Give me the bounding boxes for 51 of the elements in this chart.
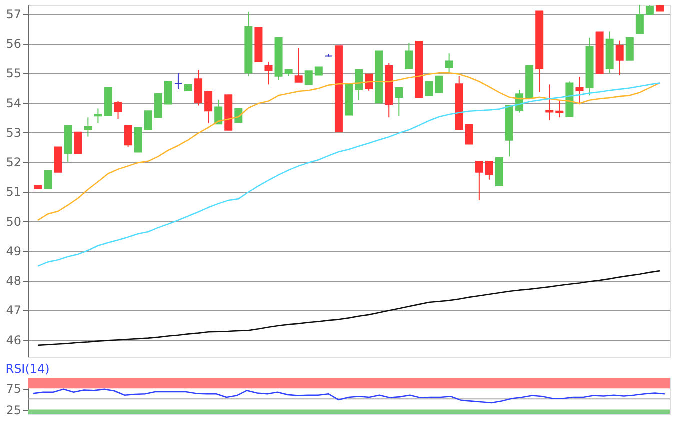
candlestick bbox=[204, 91, 213, 124]
candlestick bbox=[425, 81, 434, 96]
line-series bbox=[37, 82, 661, 267]
candlestick bbox=[365, 74, 374, 92]
line-series bbox=[37, 270, 661, 346]
y-tick-label: 49 bbox=[6, 244, 22, 258]
candlestick bbox=[465, 124, 474, 145]
candlestick bbox=[646, 4, 654, 15]
candlestick bbox=[294, 47, 303, 83]
y-tick-label: 54 bbox=[6, 96, 22, 110]
y-tick-label: 46 bbox=[6, 333, 22, 348]
candlestick bbox=[304, 70, 313, 86]
y-tick-label: 56 bbox=[6, 37, 22, 52]
candlestick bbox=[164, 80, 172, 105]
candlestick bbox=[214, 99, 223, 125]
candlestick bbox=[405, 42, 414, 70]
candlestick bbox=[475, 160, 484, 202]
candlestick bbox=[94, 108, 102, 124]
candlestick bbox=[355, 69, 364, 101]
y-tick-label: 48 bbox=[6, 274, 22, 288]
candlestick bbox=[194, 70, 203, 106]
y-tick-label: 47 bbox=[6, 304, 22, 318]
chart-title: RSI(14) bbox=[6, 362, 50, 376]
candlestick bbox=[174, 72, 182, 90]
y-tick-label: 75 bbox=[6, 382, 22, 396]
candlestick bbox=[124, 125, 132, 148]
candlestick bbox=[84, 117, 92, 138]
candlestick bbox=[616, 40, 624, 76]
candlestick bbox=[74, 132, 82, 154]
candlestick bbox=[44, 170, 52, 190]
y-tick-label: 55 bbox=[6, 66, 22, 81]
candlestick bbox=[114, 100, 122, 120]
candlestick bbox=[445, 53, 454, 73]
line-series bbox=[32, 388, 666, 404]
candlestick bbox=[395, 87, 404, 117]
y-tick-label: 53 bbox=[6, 126, 22, 140]
candlestick bbox=[485, 160, 494, 180]
candlestick bbox=[636, 4, 644, 34]
y-tick-label: 50 bbox=[6, 214, 22, 229]
candlestick bbox=[144, 110, 152, 130]
candlestick bbox=[264, 62, 273, 86]
candlestick bbox=[154, 93, 162, 118]
y-tick-label: 51 bbox=[6, 185, 22, 200]
candlestick bbox=[435, 76, 444, 94]
candlestick bbox=[576, 76, 584, 106]
y-tick-label: 25 bbox=[6, 403, 22, 418]
y-tick-label: 52 bbox=[6, 156, 22, 170]
y-tick-label: 57 bbox=[6, 7, 22, 22]
candlestick bbox=[556, 100, 564, 118]
candlestick bbox=[546, 84, 554, 121]
candlestick bbox=[626, 37, 634, 61]
